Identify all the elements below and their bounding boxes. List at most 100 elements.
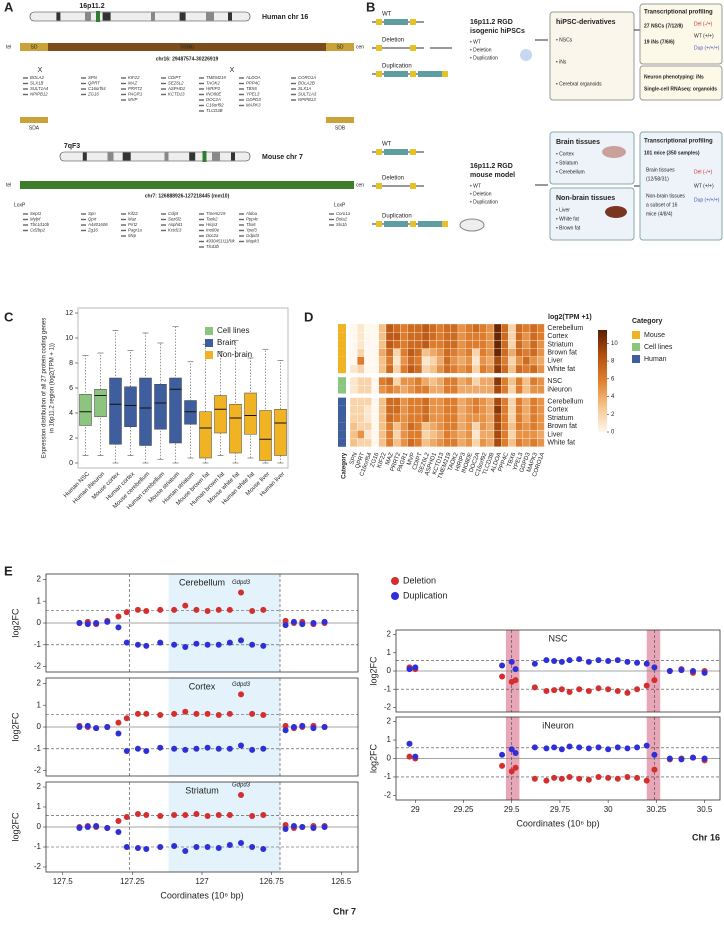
- region-icon: [384, 149, 408, 155]
- heatmap-cell: [486, 356, 495, 366]
- sd-icon: [442, 71, 448, 77]
- heatmap-cell: [371, 332, 379, 341]
- heatmap-cell: [479, 377, 487, 386]
- heatmap-cell: [493, 332, 502, 341]
- legend-label: Non-brain: [217, 350, 252, 359]
- point: [624, 689, 631, 696]
- heatmap-cell: [421, 438, 430, 447]
- gene-label: Tmem219: [206, 211, 226, 216]
- sdb-box: [326, 117, 354, 123]
- heatmap-cell: [472, 323, 480, 333]
- heatmap-cell: [457, 405, 466, 415]
- point: [249, 710, 256, 717]
- point: [182, 848, 189, 854]
- point: [543, 777, 550, 784]
- heatmap-cell: [378, 405, 387, 415]
- point: [412, 753, 419, 760]
- heatmap-cell: [529, 348, 538, 357]
- point: [614, 744, 621, 751]
- point: [558, 686, 565, 693]
- heatmap-cell: [537, 364, 545, 374]
- point: [651, 751, 658, 758]
- heatmap-cell: [479, 356, 487, 366]
- heatmap-cell: [400, 323, 408, 333]
- heatmap-cell: [421, 332, 430, 341]
- heatmap-cell: [479, 438, 487, 447]
- row-label: Striatum: [547, 415, 573, 422]
- gene-label: QPRT: [88, 81, 100, 86]
- point: [204, 813, 211, 819]
- point: [566, 773, 573, 780]
- y-tick-label: -1: [384, 772, 392, 781]
- heatmap-cell: [407, 397, 415, 406]
- point: [238, 840, 244, 846]
- derivative-item: • NSCs: [556, 37, 573, 43]
- heatmap-cell: [501, 430, 509, 439]
- gene-label: Sez6l2: [168, 217, 182, 222]
- gene-label: Spn: [88, 211, 96, 216]
- heatmap-cell: [349, 438, 358, 447]
- heatmap-cell: [508, 422, 516, 431]
- heatmap-cell: [493, 323, 502, 333]
- point: [171, 843, 178, 849]
- sda-box: [20, 117, 48, 123]
- heatmap-cell: [371, 356, 379, 366]
- heatmap-cell: [357, 377, 365, 386]
- chromosome: [29, 11, 251, 22]
- region-label: 593kb: [180, 44, 194, 50]
- point: [76, 620, 83, 626]
- point: [634, 774, 641, 781]
- tel-label: tel: [6, 44, 11, 50]
- box: [184, 400, 197, 425]
- point: [290, 618, 297, 625]
- y-axis-label: log2FC: [10, 608, 20, 638]
- point: [123, 814, 130, 820]
- heatmap-cell: [414, 385, 423, 394]
- point: [412, 664, 419, 671]
- heatmap-cell: [465, 348, 473, 357]
- chromosome-band: [228, 12, 232, 21]
- column-label: MAZ: [385, 452, 395, 466]
- point: [643, 682, 650, 689]
- heatmap-cell: [443, 340, 451, 349]
- y-tick-label: -1: [34, 842, 42, 851]
- gene-label: Mylpf: [30, 217, 41, 222]
- heatmap-cell: [393, 438, 401, 447]
- legend-marker: [391, 577, 399, 585]
- heatmap-cell: [501, 340, 509, 349]
- heatmap-cell: [450, 405, 459, 415]
- y-tick-label: -2: [34, 662, 42, 671]
- point: [499, 662, 506, 669]
- heatmap-cell: [508, 385, 516, 394]
- point: [576, 686, 583, 693]
- heatmap-cell: [421, 385, 430, 394]
- gene-label: BOLA2: [30, 75, 44, 80]
- heatmap-cell: [457, 377, 466, 386]
- heatmap-cell: [472, 413, 480, 423]
- point: [512, 666, 519, 673]
- point: [249, 813, 256, 819]
- y-axis-label: Expression distribution of all 27 protei…: [42, 318, 48, 458]
- chromosome-band: [107, 152, 114, 161]
- gene-label: CDIPT: [168, 75, 181, 80]
- heatmap-cell: [486, 385, 495, 394]
- point: [531, 775, 538, 782]
- heatmap-cell: [457, 385, 466, 394]
- heatmap-cell: [400, 438, 408, 447]
- category-strip: [338, 414, 346, 423]
- point: [260, 812, 267, 818]
- heatmap-cell: [400, 397, 408, 406]
- region-bar: [20, 181, 354, 189]
- heatmap-cell: [414, 438, 423, 447]
- point: [260, 846, 267, 852]
- sd-icon: [376, 183, 382, 189]
- heatmap-cell: [436, 422, 444, 431]
- heatmap-cell: [378, 348, 387, 357]
- heatmap-cell: [493, 364, 502, 374]
- heatmap-cell: [400, 422, 408, 431]
- point: [134, 641, 141, 648]
- heatmap-cell: [472, 385, 480, 394]
- heatmap-cell: [465, 438, 473, 447]
- x-tick-label: 29.25: [453, 805, 474, 814]
- heatmap-cell: [537, 405, 545, 415]
